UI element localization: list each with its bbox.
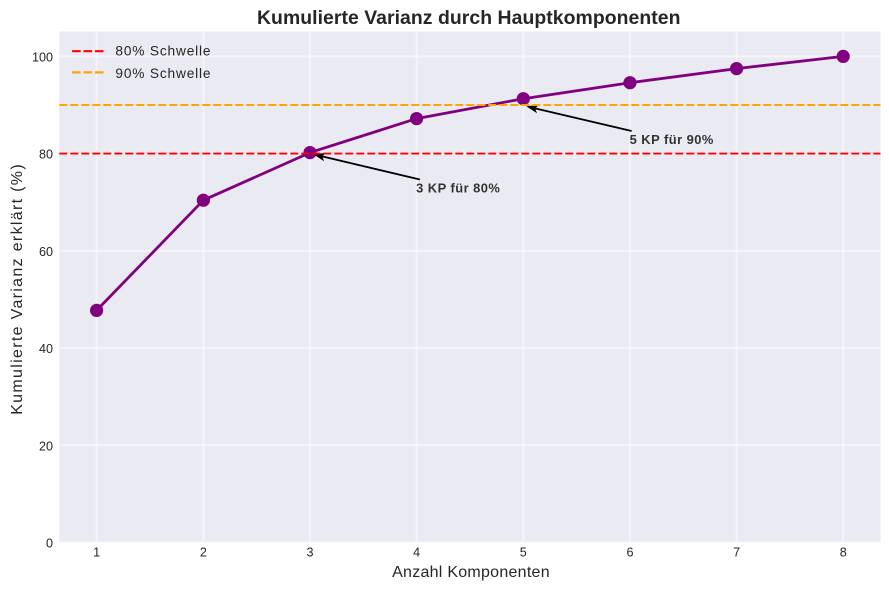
svg-text:Kumulierte Varianz durch Haupt: Kumulierte Varianz durch Hauptkomponente… <box>257 7 681 29</box>
svg-text:90% Schwelle: 90% Schwelle <box>115 66 210 81</box>
svg-text:3: 3 <box>306 546 313 560</box>
svg-text:80: 80 <box>39 148 53 162</box>
svg-text:80% Schwelle: 80% Schwelle <box>115 44 210 59</box>
svg-text:20: 20 <box>39 439 53 453</box>
svg-text:Anzahl Komponenten: Anzahl Komponenten <box>392 564 549 581</box>
svg-text:0: 0 <box>46 537 53 551</box>
svg-text:8: 8 <box>840 546 847 560</box>
svg-text:1: 1 <box>93 546 100 560</box>
svg-text:5 KP für 90%: 5 KP für 90% <box>630 132 714 147</box>
svg-text:2: 2 <box>200 546 207 560</box>
svg-text:6: 6 <box>626 546 633 560</box>
svg-text:4: 4 <box>413 546 420 560</box>
svg-text:3 KP für 80%: 3 KP für 80% <box>416 181 500 196</box>
svg-text:7: 7 <box>733 546 740 560</box>
svg-text:60: 60 <box>39 245 53 259</box>
svg-text:40: 40 <box>39 342 53 356</box>
svg-text:Kumulierte Varianz erklärt (%): Kumulierte Varianz erklärt (%) <box>9 164 26 414</box>
svg-text:100: 100 <box>32 51 53 65</box>
svg-text:5: 5 <box>520 546 527 560</box>
